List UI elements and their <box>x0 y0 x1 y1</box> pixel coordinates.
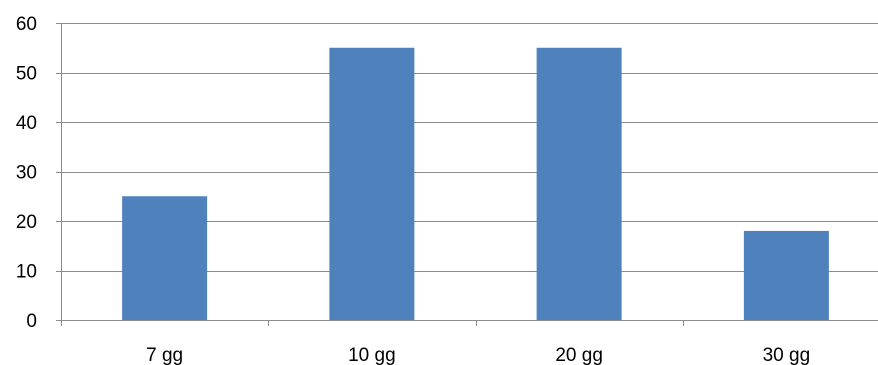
x-tick-label-7-gg: 7 gg <box>146 345 183 365</box>
x-tick-label-20-gg: 20 gg <box>555 345 603 365</box>
bar-10-gg <box>329 47 415 320</box>
y-tick-label-20: 20 <box>16 212 37 233</box>
x-tick-label-30-gg: 30 gg <box>763 345 811 365</box>
y-tick-label-10: 10 <box>16 262 37 283</box>
y-tick-label-50: 50 <box>16 64 37 85</box>
y-tick-label-60: 60 <box>16 14 37 35</box>
bar-7-gg <box>122 196 208 320</box>
axes <box>56 23 878 326</box>
bars <box>122 47 829 320</box>
x-axis-labels: 7 gg 10 gg 20 gg 30 gg <box>146 345 810 365</box>
y-tick-label-0: 0 <box>26 311 37 332</box>
y-tick-label-30: 30 <box>16 163 37 184</box>
x-tick-label-10-gg: 10 gg <box>348 345 396 365</box>
bar-20-gg <box>536 47 622 320</box>
y-axis-labels: 0 10 20 30 40 50 60 <box>16 14 37 332</box>
y-tick-label-40: 40 <box>16 113 37 134</box>
bar-30-gg <box>743 230 829 320</box>
